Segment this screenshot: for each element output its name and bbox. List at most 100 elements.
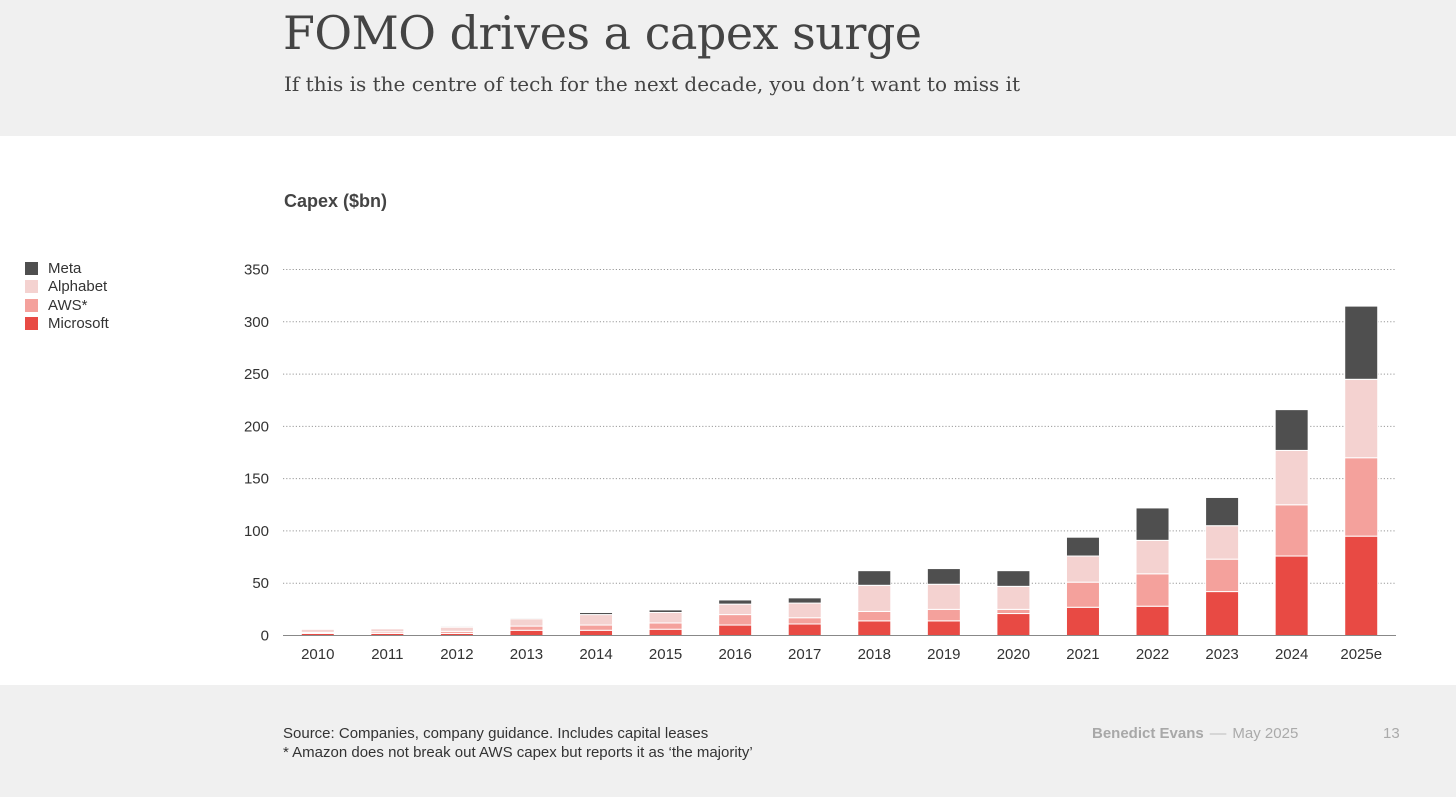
x-tick-label-2011: 2011 [371,646,403,663]
y-tick-label-0: 0 [261,628,269,645]
bar-meta-2013 [509,617,544,620]
x-tick-label-2019: 2019 [927,646,960,663]
y-tick-label-300: 300 [244,314,269,331]
x-tick-label-2023: 2023 [1205,646,1238,663]
bar-microsoft-2019 [926,620,961,636]
x-tick-label-2022: 2022 [1136,646,1169,663]
legend-swatch-aws [25,298,38,312]
y-axis-title: Capex ($bn) [284,191,387,211]
page-title: FOMO drives a capex surge [283,6,922,60]
x-tick-label-2013: 2013 [510,646,543,663]
bar-alphabet-2018 [857,584,892,612]
bar-meta-2017 [787,597,822,604]
bar-alphabet-2020 [996,585,1031,610]
bar-alphabet-2015 [648,611,683,624]
bar-aws-2020 [996,608,1031,615]
bar-alphabet-2021 [1065,555,1100,583]
legend-swatch-alphabet [25,280,38,294]
y-tick-label-150: 150 [244,471,269,488]
bar-aws-2021 [1065,581,1100,608]
bar-microsoft-2022 [1135,605,1170,637]
bar-alphabet-2017 [787,602,822,619]
bar-alphabet-2014 [579,614,614,626]
bar-meta-2018 [857,570,892,586]
bar-meta-2014 [579,611,614,616]
x-tick-label-2016: 2016 [718,646,751,663]
source-note: Source: Companies, company guidance. Inc… [283,724,753,762]
bar-microsoft-2024 [1274,555,1309,637]
bar-aws-2024 [1274,504,1309,557]
bar-microsoft-2020 [996,613,1031,637]
x-tick-label-2024: 2024 [1275,646,1308,663]
x-tick-label-2014: 2014 [579,646,612,663]
bar-aws-2016 [718,614,753,626]
bar-microsoft-2025e [1344,535,1379,636]
bar-microsoft-2015 [648,628,683,636]
bar-microsoft-2014 [579,629,614,636]
legend-item-microsoft: Microsoft [25,315,109,334]
x-tick-label-2012: 2012 [440,646,473,663]
bar-aws-2019 [926,608,961,622]
chart-legend: Meta Alphabet AWS* Microsoft [25,259,109,333]
author-name: Benedict Evans [1092,725,1204,742]
bar-alphabet-2013 [509,618,544,627]
bar-alphabet-2024 [1274,449,1309,506]
x-tick-label-2020: 2020 [997,646,1030,663]
footer-band: Source: Companies, company guidance. Inc… [0,685,1456,797]
bar-aws-2022 [1135,573,1170,607]
bar-microsoft-2021 [1065,606,1100,637]
bar-microsoft-2018 [857,620,892,636]
y-tick-label-50: 50 [252,575,269,592]
byline: Benedict Evans –– May 2025 [1092,725,1298,742]
legend-item-alphabet: Alphabet [25,278,109,297]
bar-meta-2021 [1065,536,1100,557]
bar-aws-2023 [1205,558,1240,593]
bar-alphabet-2025e [1344,378,1379,459]
publication-date: May 2025 [1232,725,1299,742]
x-tick-label-2010: 2010 [301,646,334,663]
bar-meta-2022 [1135,507,1170,541]
bar-meta-2024 [1274,409,1309,451]
x-tick-label-2021: 2021 [1066,646,1099,663]
bar-aws-2014 [579,624,614,631]
bar-alphabet-2012 [439,626,474,632]
legend-swatch-meta [25,261,38,275]
bar-aws-2015 [648,622,683,630]
bar-meta-2019 [926,568,961,585]
bar-meta-2012 [439,625,474,628]
bar-meta-2025e [1344,305,1379,380]
x-axis-ticks: 2010 2011 2012 2013 2014 2015 2016 2017 2018 2019… [301,646,1382,663]
legend-label-aws: AWS* [48,296,88,314]
bars [300,305,1379,637]
bar-alphabet-2023 [1205,525,1240,560]
legend-label-microsoft: Microsoft [48,315,109,333]
y-tick-label-350: 350 [244,262,269,279]
source-line-1: Source: Companies, company guidance. Inc… [283,725,709,742]
bar-alphabet-2022 [1135,539,1170,575]
page-number: 13 [1383,725,1400,742]
bar-meta-2010 [300,628,335,630]
bar-microsoft-2016 [718,624,753,636]
y-tick-label-100: 100 [244,523,269,540]
bar-meta-2016 [718,599,753,605]
legend-swatch-microsoft [25,317,38,331]
bar-microsoft-2023 [1205,591,1240,636]
capex-stacked-bar-chart: Capex ($bn) 0 50 100 150 200 250 300 350 2010 20… [244,191,1396,663]
bar-meta-2015 [648,609,683,613]
bar-alphabet-2016 [718,603,753,616]
y-tick-label-250: 250 [244,366,269,383]
bar-aws-2017 [787,617,822,625]
page-subtitle: If this is the centre of tech for the ne… [284,72,1021,96]
bar-microsoft-2013 [509,629,544,636]
bar-meta-2011 [370,627,405,630]
x-tick-label-2018: 2018 [858,646,891,663]
bar-aws-2018 [857,610,892,622]
bar-microsoft-2017 [787,623,822,636]
y-tick-label-200: 200 [244,418,269,435]
bar-meta-2023 [1205,496,1240,527]
header-band: FOMO drives a capex surge If this is the… [0,0,1456,136]
bar-meta-2020 [996,570,1031,587]
bar-aws-2013 [509,625,544,631]
x-tick-label-2015: 2015 [649,646,682,663]
source-line-2: * Amazon does not break out AWS capex bu… [283,744,753,761]
